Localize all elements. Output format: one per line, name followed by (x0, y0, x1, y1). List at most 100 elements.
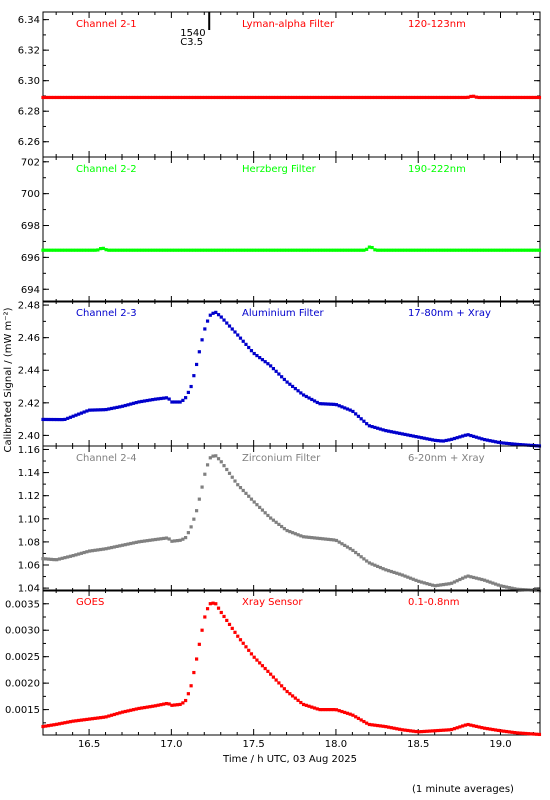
data-point (167, 397, 171, 401)
data-point (315, 248, 319, 252)
data-point (474, 248, 478, 252)
data-point (428, 248, 432, 252)
data-point (463, 723, 467, 727)
data-point (55, 558, 59, 562)
data-point (417, 95, 421, 100)
panel-filter-label: Xray Sensor (242, 597, 303, 608)
data-point (367, 245, 371, 249)
data-point (310, 248, 314, 252)
data-point (189, 384, 193, 389)
data-point (378, 427, 382, 431)
data-point (370, 425, 374, 429)
data-point (450, 581, 454, 585)
data-point (329, 248, 333, 252)
data-point (203, 327, 207, 331)
data-point (118, 711, 122, 715)
data-point (79, 551, 83, 555)
data-point (515, 95, 520, 100)
data-point (244, 248, 248, 252)
data-point (282, 527, 286, 531)
data-point (488, 248, 492, 252)
data-point (334, 403, 339, 407)
data-point (491, 581, 495, 585)
data-point (362, 557, 366, 561)
data-point (230, 95, 234, 100)
data-point (79, 248, 83, 252)
data-point (282, 248, 286, 252)
data-point (480, 577, 484, 582)
data-point (345, 407, 350, 411)
data-point (422, 95, 426, 100)
data-point (145, 248, 149, 252)
data-point (271, 95, 275, 100)
x-tick-label: 18.5 (407, 739, 429, 750)
data-point (203, 615, 207, 619)
data-point (321, 537, 325, 541)
data-point (266, 362, 270, 366)
data-point (156, 703, 160, 707)
y-tick-label: 0.0020 (5, 679, 40, 690)
data-point (211, 601, 215, 605)
data-point (186, 531, 190, 535)
data-point (285, 95, 289, 100)
data-point (362, 95, 366, 100)
data-point (488, 580, 492, 584)
data-point (304, 394, 308, 399)
data-point (55, 722, 59, 726)
data-point (312, 706, 317, 710)
data-point (351, 248, 355, 252)
data-point (376, 564, 380, 568)
data-point (461, 434, 465, 438)
data-point (370, 245, 374, 250)
data-point (258, 248, 262, 252)
data-point (518, 587, 522, 592)
data-point (323, 708, 328, 712)
data-point (109, 406, 114, 411)
data-point (436, 728, 440, 733)
data-point (439, 439, 443, 443)
data-point (340, 95, 344, 100)
data-point (96, 408, 100, 412)
data-point (518, 248, 522, 252)
data-point (307, 704, 311, 708)
data-point (120, 248, 125, 252)
data-point (329, 538, 333, 542)
data-point (236, 634, 240, 638)
data-point (354, 248, 358, 252)
data-point (258, 505, 262, 509)
data-point (406, 95, 410, 100)
data-point (211, 248, 215, 252)
data-point (269, 248, 273, 252)
data-point (356, 716, 361, 720)
data-point (461, 95, 465, 100)
data-point (178, 538, 182, 542)
data-point (482, 578, 487, 582)
data-point (526, 248, 531, 252)
data-point (85, 717, 89, 722)
data-point (85, 409, 89, 413)
data-point (387, 248, 391, 252)
data-point (280, 248, 284, 252)
data-point (66, 248, 70, 252)
data-point (115, 405, 119, 409)
data-point (244, 95, 248, 100)
data-point (400, 573, 404, 577)
data-point (301, 702, 306, 707)
data-point (274, 248, 278, 252)
data-point (441, 582, 446, 587)
data-point (411, 434, 415, 438)
data-point (241, 248, 245, 252)
data-point (282, 95, 286, 100)
data-point (532, 732, 536, 736)
data-point (57, 722, 62, 726)
data-point (477, 95, 481, 100)
data-point (93, 408, 97, 412)
data-point (112, 406, 116, 410)
data-point (175, 539, 179, 543)
data-point (436, 583, 440, 587)
data-point (326, 95, 330, 100)
data-point (452, 248, 457, 252)
data-point (392, 726, 396, 730)
data-point (142, 705, 147, 710)
